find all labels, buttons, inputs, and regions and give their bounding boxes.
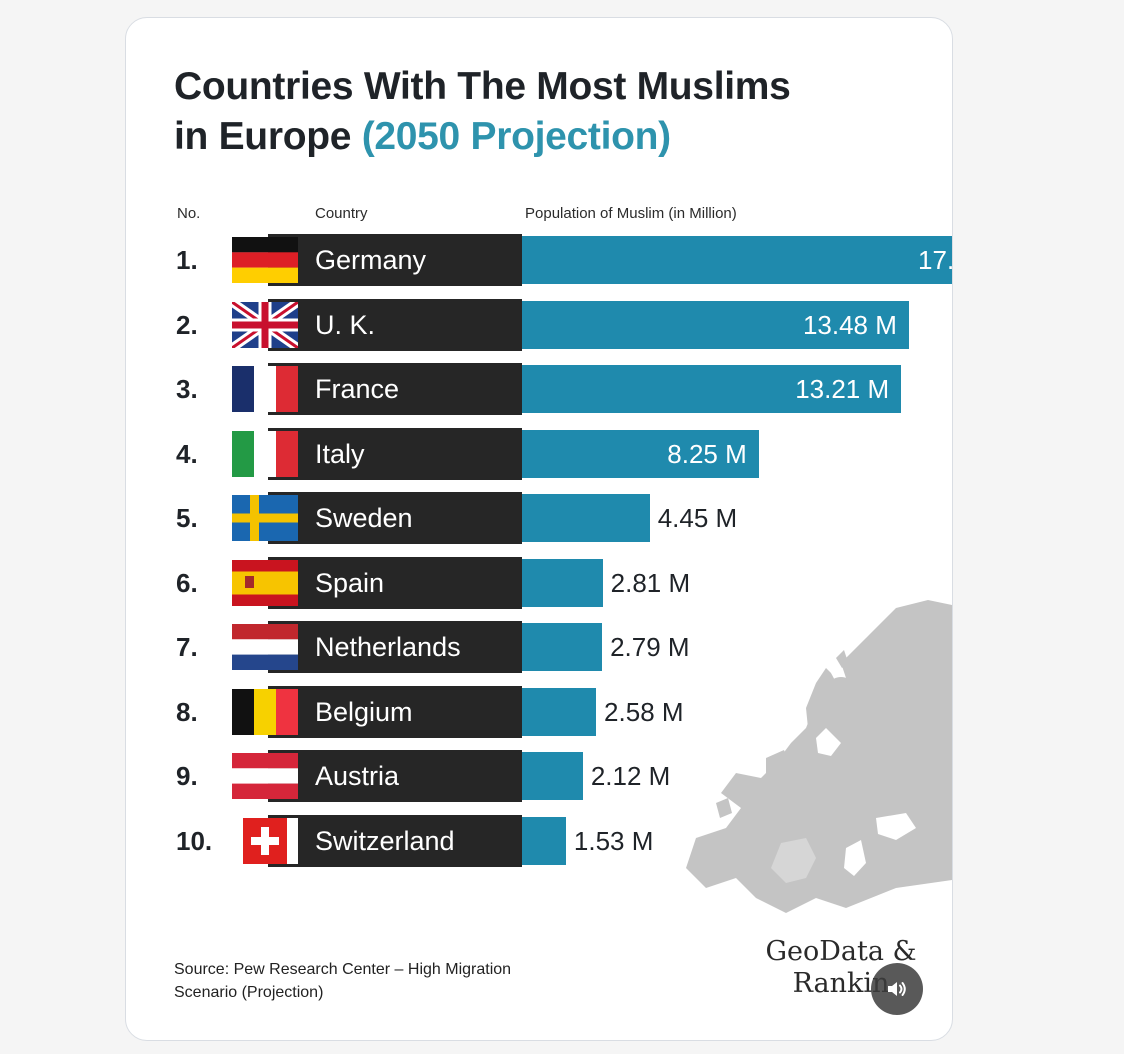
bar	[522, 365, 902, 413]
chart-title: Countries With The Most Muslims in Europ…	[174, 62, 791, 162]
rank-label: 6.	[176, 567, 198, 598]
country-box	[268, 750, 522, 802]
value-label: 13.48 M	[802, 309, 897, 340]
country-box	[268, 427, 522, 480]
table-row: 3. France 13.21 M	[126, 363, 952, 415]
value-label: 8.25 M	[667, 438, 747, 469]
country-name: Italy	[315, 438, 365, 469]
rank-label: 1.	[176, 245, 198, 275]
table-row: 4. Italy 8.25 M	[126, 427, 952, 480]
value-label: 17.49 M	[918, 245, 952, 275]
table-row: 1. Germany 17.49 M	[126, 234, 952, 286]
country-name: Switzerland	[315, 825, 455, 856]
table-row: 5. Sweden 4.45 M	[126, 492, 952, 544]
table-row: 6. Spain 2.81 M	[126, 556, 952, 609]
country-name: France	[315, 374, 400, 404]
switzerland-flag-icon	[232, 817, 298, 864]
rank-label: 2.	[176, 309, 198, 340]
table-row: 8. Belgium 2.58 M	[126, 685, 952, 738]
value-label: 2.79 M	[610, 632, 690, 662]
country-box	[268, 234, 522, 286]
bar	[522, 236, 952, 284]
sweden-flag-icon	[232, 495, 298, 541]
belgium-flag-icon	[232, 688, 298, 735]
germany-flag-icon	[232, 237, 298, 283]
value-label: 2.81 M	[610, 567, 691, 598]
rank-label: 3.	[176, 374, 198, 404]
italy-flag-icon	[232, 430, 298, 477]
bar	[522, 687, 597, 736]
title-line-1: Countries With The Most Muslims	[174, 65, 791, 108]
bar	[522, 816, 566, 865]
country-name: Austria	[315, 761, 400, 791]
rank-label: 8.	[176, 696, 198, 727]
bar	[522, 300, 909, 349]
rank-label: 10.	[176, 825, 213, 856]
spain-flag-icon	[232, 559, 298, 606]
country-name: Spain	[315, 567, 385, 598]
value-label: 1.53 M	[573, 825, 654, 856]
country-box	[268, 298, 522, 351]
source-note: Source: Pew Research Center – High Migra…	[174, 961, 512, 1001]
country-name: U. K.	[315, 309, 376, 340]
infographic-card: Countries With The Most Muslims in Europ…	[125, 17, 953, 1041]
table-row: 7. Netherlands 2.79 M	[126, 621, 952, 673]
uk-flag-icon	[232, 301, 298, 348]
bar	[522, 429, 759, 478]
header-rank: No.	[177, 205, 201, 222]
bar	[522, 494, 650, 542]
country-box	[268, 621, 522, 673]
country-name: Belgium	[315, 696, 413, 727]
sound-button[interactable]	[871, 963, 923, 1015]
rank-label: 5.	[176, 503, 198, 533]
table-row: 9. Austria 2.12 M	[126, 750, 952, 802]
rank-label: 9.	[176, 761, 198, 791]
value-label: 4.45 M	[657, 503, 738, 533]
netherlands-flag-icon	[232, 624, 298, 670]
table-row: 10. Switzerland 1.53 M	[126, 814, 952, 867]
bar	[522, 558, 603, 607]
rank-label: 7.	[176, 632, 198, 662]
header-population: Population of Muslim (in Million)	[525, 205, 737, 222]
country-name: Netherlands	[315, 632, 461, 662]
header-country: Country	[315, 205, 368, 222]
country-name: Sweden	[315, 503, 413, 533]
country-box	[268, 814, 522, 867]
europe-map-icon	[686, 600, 952, 913]
country-box	[268, 556, 522, 609]
value-label: 2.12 M	[590, 761, 671, 791]
value-label: 13.21 M	[795, 374, 890, 404]
country-name: Germany	[315, 245, 427, 275]
rank-label: 4.	[176, 438, 198, 469]
title-line-2: in Europe	[174, 115, 352, 158]
title-highlight: (2050 Projection)	[361, 115, 671, 158]
speaker-icon	[888, 982, 906, 996]
country-box	[268, 492, 522, 544]
austria-flag-icon	[232, 753, 298, 799]
france-flag-icon	[232, 366, 298, 412]
brand-logo: GeoData & Rankin	[756, 936, 926, 1000]
table-row: 2. U. K. 13.48 M	[126, 298, 952, 351]
country-box	[268, 363, 522, 415]
value-label: 2.58 M	[604, 696, 684, 727]
brand-line-1: GeoData &	[765, 936, 917, 967]
country-box	[268, 685, 522, 738]
bar	[522, 623, 603, 671]
bar	[522, 752, 583, 800]
